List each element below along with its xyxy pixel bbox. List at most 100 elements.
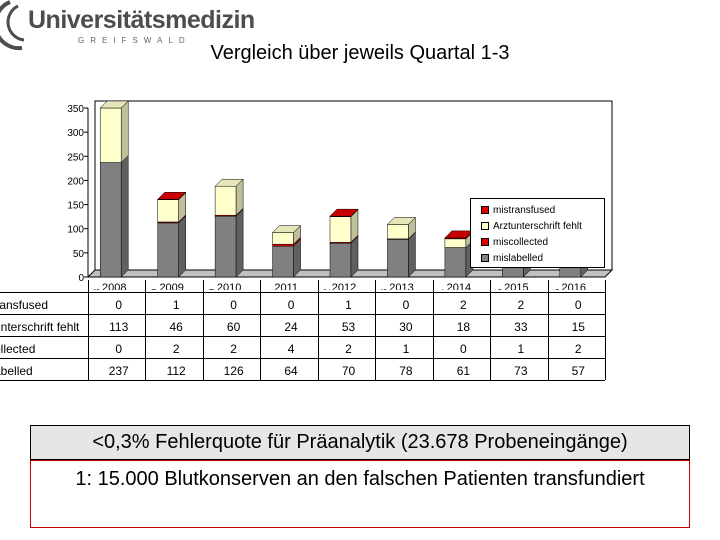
- chart-legend: mistransfused Arztunterschrift fehlt misco…: [470, 198, 605, 268]
- table-row-label: unterschrift fehlt: [0, 320, 80, 334]
- error-rate-note: <0,3% Fehlerquote für Präanalytik (23.67…: [30, 425, 690, 460]
- table-cell: 0: [574, 298, 582, 312]
- table-column-line: [202, 280, 204, 380]
- bar-top: [214, 178, 244, 187]
- bar-segment-side: [120, 154, 129, 278]
- bar-segment: [214, 185, 237, 216]
- legend-label: Arztunterschrift fehlt: [493, 221, 582, 232]
- bar-segment: [272, 245, 294, 278]
- table-cell: 64: [284, 364, 298, 378]
- table-cell: 0: [115, 342, 123, 356]
- table-cell: 15: [571, 320, 585, 334]
- table-cell: 30: [399, 320, 413, 334]
- bar-segment: [99, 107, 122, 163]
- legend-label: mislabelled: [493, 253, 544, 264]
- bar-segment: [329, 242, 352, 278]
- data-table: transfused 0 1 0 0 1 0 2 2 0 unterschrift fehlt 113…: [0, 280, 606, 381]
- table-column-line: [317, 280, 319, 380]
- table-cell: 237: [108, 364, 129, 378]
- bar-segment-side: [408, 231, 416, 278]
- category-rotated-label: 2014: [437, 288, 448, 290]
- bar-segment: [329, 216, 352, 243]
- legend-item: mislabelled: [481, 253, 543, 265]
- category-label: 2011: [274, 282, 298, 290]
- table-cell: 112: [166, 364, 186, 378]
- legend-swatch: [481, 222, 489, 231]
- table-cell: 4: [287, 342, 295, 356]
- logo-mark-icon: [0, 0, 25, 51]
- table-cell: 24: [284, 320, 298, 334]
- bar-segment-side: [178, 215, 186, 278]
- table-column-line: [260, 280, 262, 380]
- category-rotated-label: 2012: [322, 288, 333, 290]
- table-column-line: [605, 280, 606, 380]
- table-cell: 2: [230, 342, 237, 356]
- legend-item: miscollected: [481, 237, 548, 249]
- table-cell: 70: [341, 364, 356, 378]
- table-cell: 33: [514, 320, 528, 334]
- table-row-line: [0, 314, 605, 315]
- y-tick-label: 200: [67, 176, 84, 187]
- table-cell: 2: [460, 298, 467, 312]
- table-row-line: [0, 336, 605, 337]
- bar-top: [157, 192, 187, 200]
- table-cell: 18: [456, 320, 471, 334]
- bar-segment: [272, 243, 294, 247]
- legend-swatch: [481, 254, 489, 263]
- bar-segment: [444, 238, 467, 248]
- table-row-label: transfused: [0, 298, 49, 312]
- category-rotated-label: 2010: [207, 288, 218, 290]
- table-row-line: [0, 292, 605, 293]
- category-label: 2016: [562, 282, 586, 290]
- table-cell: 1: [517, 342, 525, 356]
- table-column-line: [88, 280, 89, 380]
- y-tick-label: 300: [67, 128, 84, 139]
- university-logo: Universitätsmedizin GREIFSWALD: [0, 0, 255, 52]
- table-cell: 0: [230, 298, 237, 312]
- table-cell: 46: [169, 320, 183, 334]
- y-tick-label: 0: [78, 273, 84, 284]
- table-cell: 2: [574, 342, 582, 356]
- bar-segment: [157, 199, 179, 223]
- legend-label: mistransfused: [493, 205, 556, 216]
- bar-segment: [387, 239, 409, 278]
- y-tick-label: 350: [67, 104, 84, 115]
- bar-top: [99, 100, 129, 109]
- table-cell: 126: [223, 364, 244, 378]
- table-cell: 0: [287, 298, 295, 312]
- legend-item: mistransfused: [481, 205, 555, 217]
- bar-top: [329, 208, 359, 217]
- table-cell: 53: [341, 320, 356, 334]
- table-row-label: ollected: [0, 342, 36, 356]
- table-cell: 73: [514, 364, 528, 378]
- table-column-line: [432, 280, 434, 380]
- legend-item: Arztunterschrift fehlt: [481, 221, 582, 233]
- table-cell: 1: [402, 342, 410, 356]
- bar-top: [386, 217, 417, 225]
- bar-top: [271, 225, 302, 233]
- table-cell: 1: [345, 298, 352, 312]
- category-rotated-label: 2008: [92, 288, 103, 290]
- y-tick-label: 250: [67, 152, 84, 163]
- table-cell: 78: [399, 364, 413, 378]
- table-cell: 61: [456, 364, 471, 378]
- legend-swatch: [481, 206, 489, 215]
- category-rotated-label: 2013: [379, 288, 390, 290]
- table-cell: 60: [226, 320, 241, 334]
- logo-subtitle: GREIFSWALD: [78, 36, 191, 45]
- category-label: 2010: [217, 282, 241, 290]
- table-cell: 0: [460, 342, 467, 356]
- bar-segment: [99, 162, 122, 278]
- y-tick-label: 150: [67, 201, 84, 212]
- table-column-line: [490, 280, 492, 380]
- legend-swatch: [481, 238, 489, 247]
- table-cell: 2: [517, 298, 525, 312]
- table-row-label: abelled: [0, 364, 33, 378]
- table-cell: 2: [345, 342, 352, 356]
- table-row-line: [0, 380, 605, 381]
- table-cell: 0: [115, 298, 123, 312]
- table-cell: 2: [172, 342, 180, 356]
- table-cell: 113: [109, 320, 129, 334]
- bar-segment: [387, 224, 409, 240]
- bar-segment: [444, 247, 467, 278]
